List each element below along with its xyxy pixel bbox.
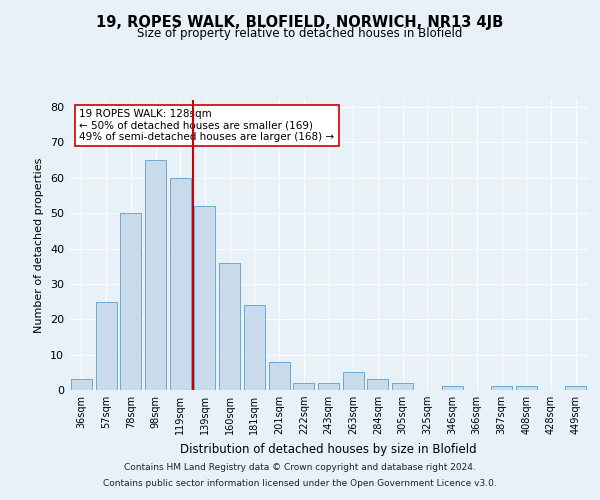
Bar [95,302,116,390]
Bar [392,383,413,390]
X-axis label: Distribution of detached houses by size in Blofield: Distribution of detached houses by size … [180,442,477,456]
Text: Contains public sector information licensed under the Open Government Licence v3: Contains public sector information licen… [103,478,497,488]
Bar [293,383,314,390]
Bar [120,213,141,390]
Bar [170,178,191,390]
Text: 19 ROPES WALK: 128sqm
← 50% of detached houses are smaller (169)
49% of semi-det: 19 ROPES WALK: 128sqm ← 50% of detached … [79,108,335,142]
Bar [219,262,240,390]
Text: Size of property relative to detached houses in Blofield: Size of property relative to detached ho… [137,28,463,40]
Bar [145,160,166,390]
Bar [269,362,290,390]
Text: 19, ROPES WALK, BLOFIELD, NORWICH, NR13 4JB: 19, ROPES WALK, BLOFIELD, NORWICH, NR13 … [97,15,503,30]
Bar [194,206,215,390]
Bar [244,305,265,390]
Bar [442,386,463,390]
Y-axis label: Number of detached properties: Number of detached properties [34,158,44,332]
Bar [71,380,92,390]
Bar [565,386,586,390]
Bar [318,383,339,390]
Bar [516,386,537,390]
Bar [491,386,512,390]
Text: Contains HM Land Registry data © Crown copyright and database right 2024.: Contains HM Land Registry data © Crown c… [124,464,476,472]
Bar [367,380,388,390]
Bar [343,372,364,390]
